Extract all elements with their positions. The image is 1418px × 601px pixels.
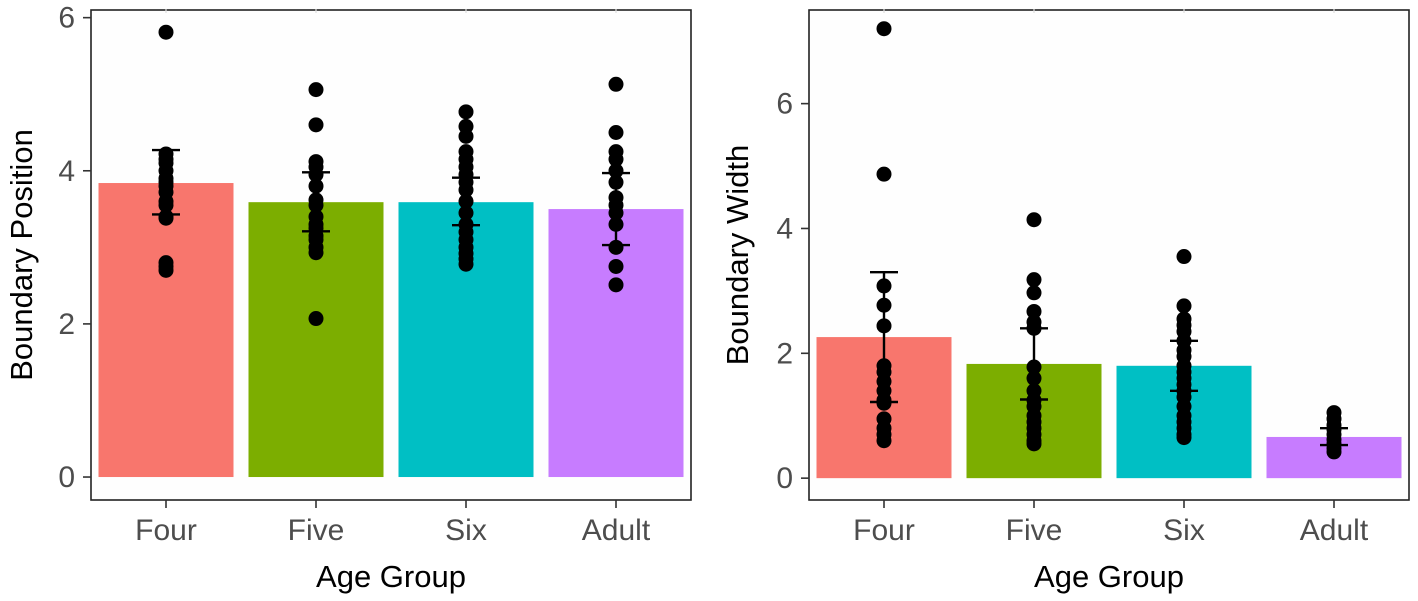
data-point: [608, 151, 624, 167]
data-point: [1026, 359, 1042, 375]
data-point: [1176, 298, 1192, 314]
x-tick-label: Four: [853, 514, 915, 547]
data-point: [308, 311, 324, 327]
data-point: [1026, 285, 1042, 301]
data-point: [158, 197, 174, 213]
y-tick-label: 2: [58, 308, 75, 341]
x-tick-label: Six: [1163, 514, 1205, 547]
data-point: [876, 395, 892, 411]
data-point: [158, 210, 174, 226]
data-point: [308, 197, 324, 213]
x-tick-label: Five: [288, 514, 345, 547]
data-point: [158, 24, 174, 40]
data-point: [876, 166, 892, 182]
data-point: [308, 245, 324, 261]
data-point: [1026, 436, 1042, 452]
data-point: [1176, 249, 1192, 265]
x-axis-title: Age Group: [316, 559, 466, 594]
data-point: [458, 193, 474, 209]
data-point: [308, 82, 324, 98]
y-tick-label: 6: [58, 2, 75, 35]
y-axis-title: Boundary Position: [4, 129, 39, 381]
y-tick-label: 2: [776, 337, 793, 370]
bar-four: [98, 183, 234, 478]
data-point: [876, 278, 892, 294]
data-point: [458, 256, 474, 272]
y-axis-title: Boundary Width: [720, 145, 755, 366]
data-point: [608, 76, 624, 92]
y-tick-label: 4: [776, 212, 793, 245]
data-point: [308, 167, 324, 183]
data-point: [308, 178, 324, 194]
data-point: [1026, 212, 1042, 228]
data-point: [1026, 272, 1042, 288]
data-point: [1026, 320, 1042, 336]
data-point: [608, 205, 624, 221]
y-tick-label: 0: [776, 462, 793, 495]
data-point: [608, 277, 624, 293]
x-tick-label: Six: [445, 514, 487, 547]
data-point: [876, 297, 892, 313]
data-point: [1176, 430, 1192, 446]
data-point: [1026, 303, 1042, 319]
data-point: [608, 125, 624, 140]
data-point: [458, 205, 474, 221]
data-point: [608, 258, 624, 274]
data-point: [608, 239, 624, 255]
x-tick-label: Five: [1006, 514, 1063, 547]
data-point: [458, 104, 474, 120]
data-point: [608, 163, 624, 179]
data-point: [608, 174, 624, 190]
boundary-width-chart: 0 2 4 6 Four Five Six Adult Boundary Width Age…: [720, 9, 1410, 594]
data-point: [458, 128, 474, 144]
data-point: [1026, 370, 1042, 386]
data-point: [608, 216, 624, 232]
y-tick-label: 0: [58, 461, 75, 494]
x-tick-label: Adult: [582, 514, 651, 547]
data-point: [1326, 444, 1342, 460]
x-tick-label: Four: [135, 514, 197, 547]
x-tick-label: Adult: [1300, 514, 1369, 547]
data-point: [876, 318, 892, 334]
data-point: [876, 21, 892, 37]
y-tick-label: 6: [776, 88, 793, 121]
data-point: [308, 117, 324, 133]
data-point: [876, 433, 892, 449]
y-tick-label: 4: [58, 155, 75, 188]
x-axis-title: Age Group: [1034, 559, 1184, 594]
data-point: [158, 262, 174, 278]
data-point: [458, 182, 474, 198]
